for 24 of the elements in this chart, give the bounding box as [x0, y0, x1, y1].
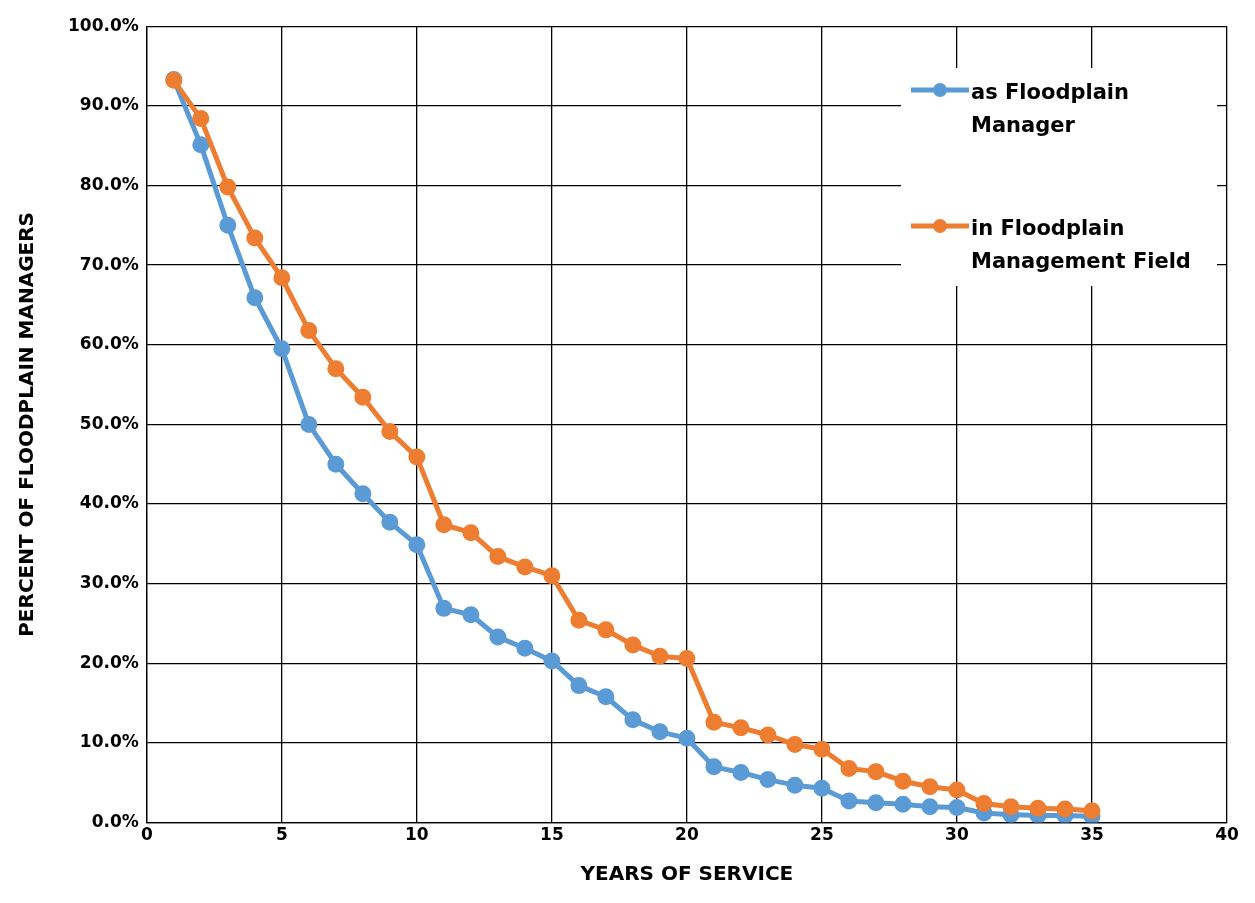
y-tick-label: 20.0% — [79, 651, 139, 672]
y-tick-label: 0.0% — [91, 811, 139, 832]
y-tick-label: 80.0% — [79, 173, 139, 194]
y-axis-title: PERCENT OF FLOODPLAIN MANAGERS — [14, 211, 39, 637]
y-tick-label: 40.0% — [79, 492, 139, 513]
x-axis-title: YEARS OF SERVICE — [579, 861, 794, 886]
x-tick-label: 5 — [275, 824, 288, 845]
legend-label: as Floodplain Manager — [971, 79, 1130, 139]
x-tick-label: 35 — [1080, 824, 1104, 845]
y-tick-label: 100.0% — [67, 14, 139, 35]
legend-label: in Floodplain Management Field — [971, 215, 1192, 275]
y-tick-label: 90.0% — [79, 94, 139, 115]
x-tick-label: 15 — [540, 824, 564, 845]
y-tick-label: 30.0% — [79, 572, 139, 593]
y-tick-label: 70.0% — [79, 253, 139, 274]
x-tick-label: 30 — [945, 824, 969, 845]
y-tick-label: 60.0% — [79, 333, 139, 354]
x-tick-label: 40 — [1215, 824, 1239, 845]
x-tick-label: 20 — [675, 824, 699, 845]
x-tick-label: 25 — [810, 824, 834, 845]
y-tick-label: 50.0% — [79, 412, 139, 433]
x-tick-label: 0 — [140, 824, 153, 845]
y-tick-label: 10.0% — [79, 731, 139, 752]
x-tick-label: 10 — [405, 824, 429, 845]
